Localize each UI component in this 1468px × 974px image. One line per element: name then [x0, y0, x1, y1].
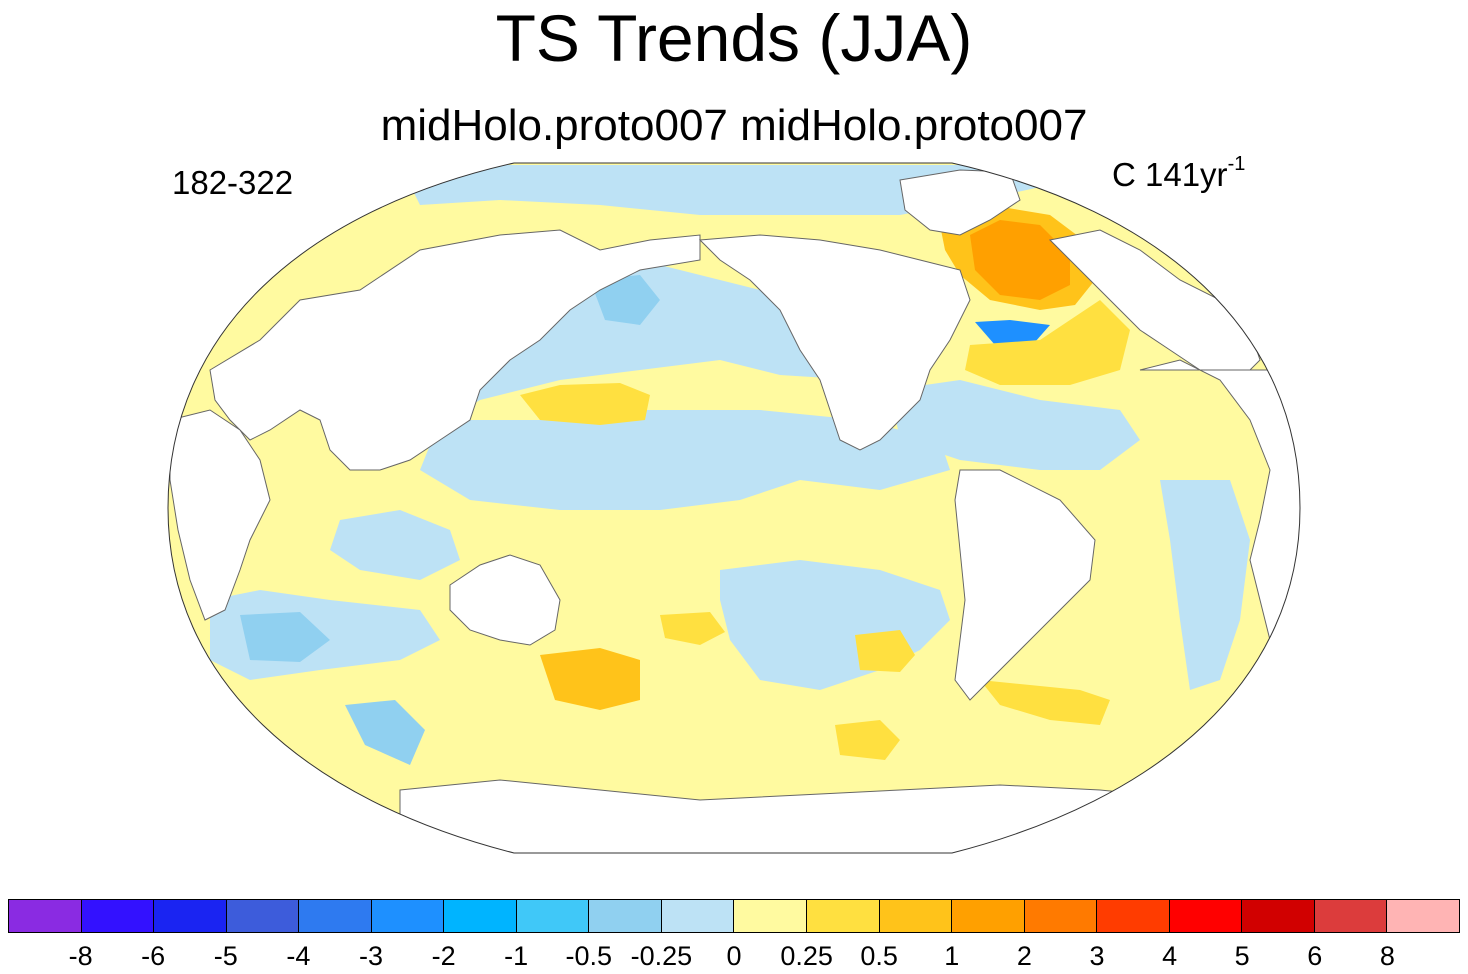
- colorbar-tick-label: -5: [213, 941, 238, 971]
- colorbar-box: [1387, 900, 1459, 932]
- colorbar-box: [734, 900, 808, 932]
- colorbar-box: [444, 900, 517, 932]
- colorbar-box: [371, 900, 445, 932]
- colorbar-tick-label: 4: [1162, 941, 1178, 971]
- colorbar-tick-label: 3: [1089, 941, 1105, 971]
- colorbar-tick-label: 2: [1016, 941, 1032, 971]
- colorbar-tick-label: -6: [141, 941, 166, 971]
- colorbar-tick-label: 8: [1379, 941, 1395, 971]
- warm-anomaly-indian: [660, 612, 725, 645]
- colorbar-tick-label: -0.25: [630, 941, 693, 971]
- plot-title: TS Trends (JJA): [495, 1, 973, 75]
- warm-anomaly-labrador-core: [970, 220, 1070, 300]
- warm-anomaly-south-atlantic: [980, 680, 1110, 725]
- colorbar-box: [1242, 900, 1315, 932]
- warm-anomaly-south-pacific-1: [855, 630, 915, 672]
- colorbar-box: [589, 900, 662, 932]
- colorbar-box: [952, 900, 1025, 932]
- colorbar-tick-label: -4: [286, 941, 311, 971]
- colorbar-box: [807, 900, 880, 932]
- landmass-africa: [169, 409, 271, 621]
- colorbar-tick-label: 0: [726, 941, 742, 971]
- colorbar-box: [226, 900, 300, 932]
- colorbar-box: [299, 900, 372, 932]
- colorbar-tick-label: 0.25: [780, 941, 833, 971]
- colorbar-box: [1024, 900, 1098, 932]
- cool-anomaly-indian-south: [240, 612, 330, 662]
- colorbar-box: [516, 900, 590, 932]
- colorbar-tick-label: -2: [431, 941, 456, 971]
- cool-anomaly-arctic: [400, 165, 1050, 215]
- units-text: C 141yr: [1112, 156, 1228, 193]
- colorbar-box: [1097, 900, 1170, 932]
- cool-anomaly-south-atlantic: [1160, 480, 1250, 690]
- warm-anomaly-tasman: [540, 648, 640, 710]
- cool-anomaly-atlantic: [890, 380, 1140, 470]
- landmass-eurasia: [209, 229, 701, 471]
- year-range-label: 182-322: [172, 164, 294, 201]
- colorbar-tick-label: 1: [944, 941, 960, 971]
- colorbar-box: [81, 900, 155, 932]
- cool-anomaly-southern: [345, 700, 425, 765]
- cool-anomaly-tropical-pacific: [420, 410, 950, 510]
- colorbar-tick-label: -0.5: [565, 941, 613, 971]
- landmass-australia: [449, 554, 561, 646]
- colorbar-tick-label: -8: [68, 941, 93, 971]
- colorbar-tick-label: -1: [504, 941, 529, 971]
- colorbar-tick-label: 5: [1234, 941, 1250, 971]
- map-content: [168, 163, 1300, 853]
- colorbar-tick-label: 0.5: [860, 941, 898, 971]
- colorbar-box: [9, 900, 82, 932]
- colorbar-tick-label: -3: [358, 941, 384, 971]
- colorbar-box: [661, 900, 735, 932]
- warm-anomaly-north-atlantic: [965, 300, 1130, 385]
- cool-anomaly-maritime: [330, 510, 460, 580]
- globe-outline: [167, 162, 1301, 854]
- warm-anomaly-north-pacific: [520, 383, 650, 425]
- landmass-africa-west: [1139, 359, 1300, 681]
- cool-anomaly-gulf-stream: [975, 320, 1050, 345]
- colorbar: [8, 899, 1460, 933]
- colorbar-tick-label: 6: [1307, 941, 1323, 971]
- landmass-south-america: [954, 469, 1096, 701]
- landmass-greenland: [899, 169, 1021, 236]
- units-exponent: -1: [1227, 153, 1246, 175]
- landmass-north-america: [698, 234, 971, 451]
- colorbar-box: [1314, 900, 1388, 932]
- warm-anomaly-south-pacific-2: [835, 720, 900, 760]
- cool-anomaly-kuroshio: [590, 275, 660, 325]
- colorbar-box: [879, 900, 953, 932]
- plot-subtitle: midHolo.proto007 midHolo.proto007: [380, 101, 1088, 150]
- units-label: C 141yr-1: [1112, 153, 1246, 194]
- colorbar-box: [1169, 900, 1243, 932]
- colorbar-box: [154, 900, 227, 932]
